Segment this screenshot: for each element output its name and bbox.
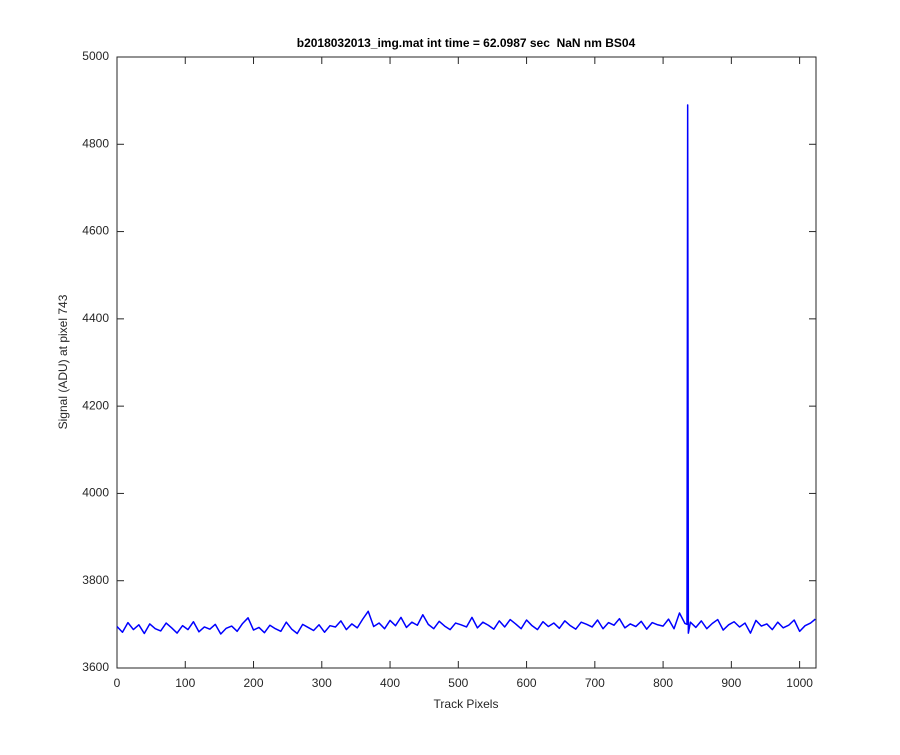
x-tick-label: 200	[244, 676, 264, 690]
x-tick-label: 1000	[786, 676, 813, 690]
x-axis-label: Track Pixels	[434, 697, 499, 711]
y-tick-label: 4200	[82, 398, 109, 412]
x-tick-label: 0	[114, 676, 121, 690]
x-tick-label: 100	[175, 676, 195, 690]
y-tick-label: 4000	[82, 486, 109, 500]
x-tick-label: 300	[312, 676, 332, 690]
x-tick-label: 900	[721, 676, 741, 690]
data-line	[116, 104, 816, 635]
x-tick-label: 700	[585, 676, 605, 690]
y-tick-label: 4400	[82, 311, 109, 325]
x-tick-label: 600	[517, 676, 537, 690]
y-tick-label: 5000	[82, 49, 109, 63]
y-tick-label: 4600	[82, 224, 109, 238]
x-tick-label: 500	[448, 676, 468, 690]
y-tick-label: 3800	[82, 573, 109, 587]
y-tick-label: 3600	[82, 660, 109, 674]
chart-title: b2018032013_img.mat int time = 62.0987 s…	[297, 36, 636, 50]
x-tick-label: 800	[653, 676, 673, 690]
x-tick-label: 400	[380, 676, 400, 690]
y-axis-label: Signal (ADU) at pixel 743	[56, 294, 70, 429]
y-tick-label: 4800	[82, 136, 109, 150]
plot-frame	[116, 56, 817, 669]
